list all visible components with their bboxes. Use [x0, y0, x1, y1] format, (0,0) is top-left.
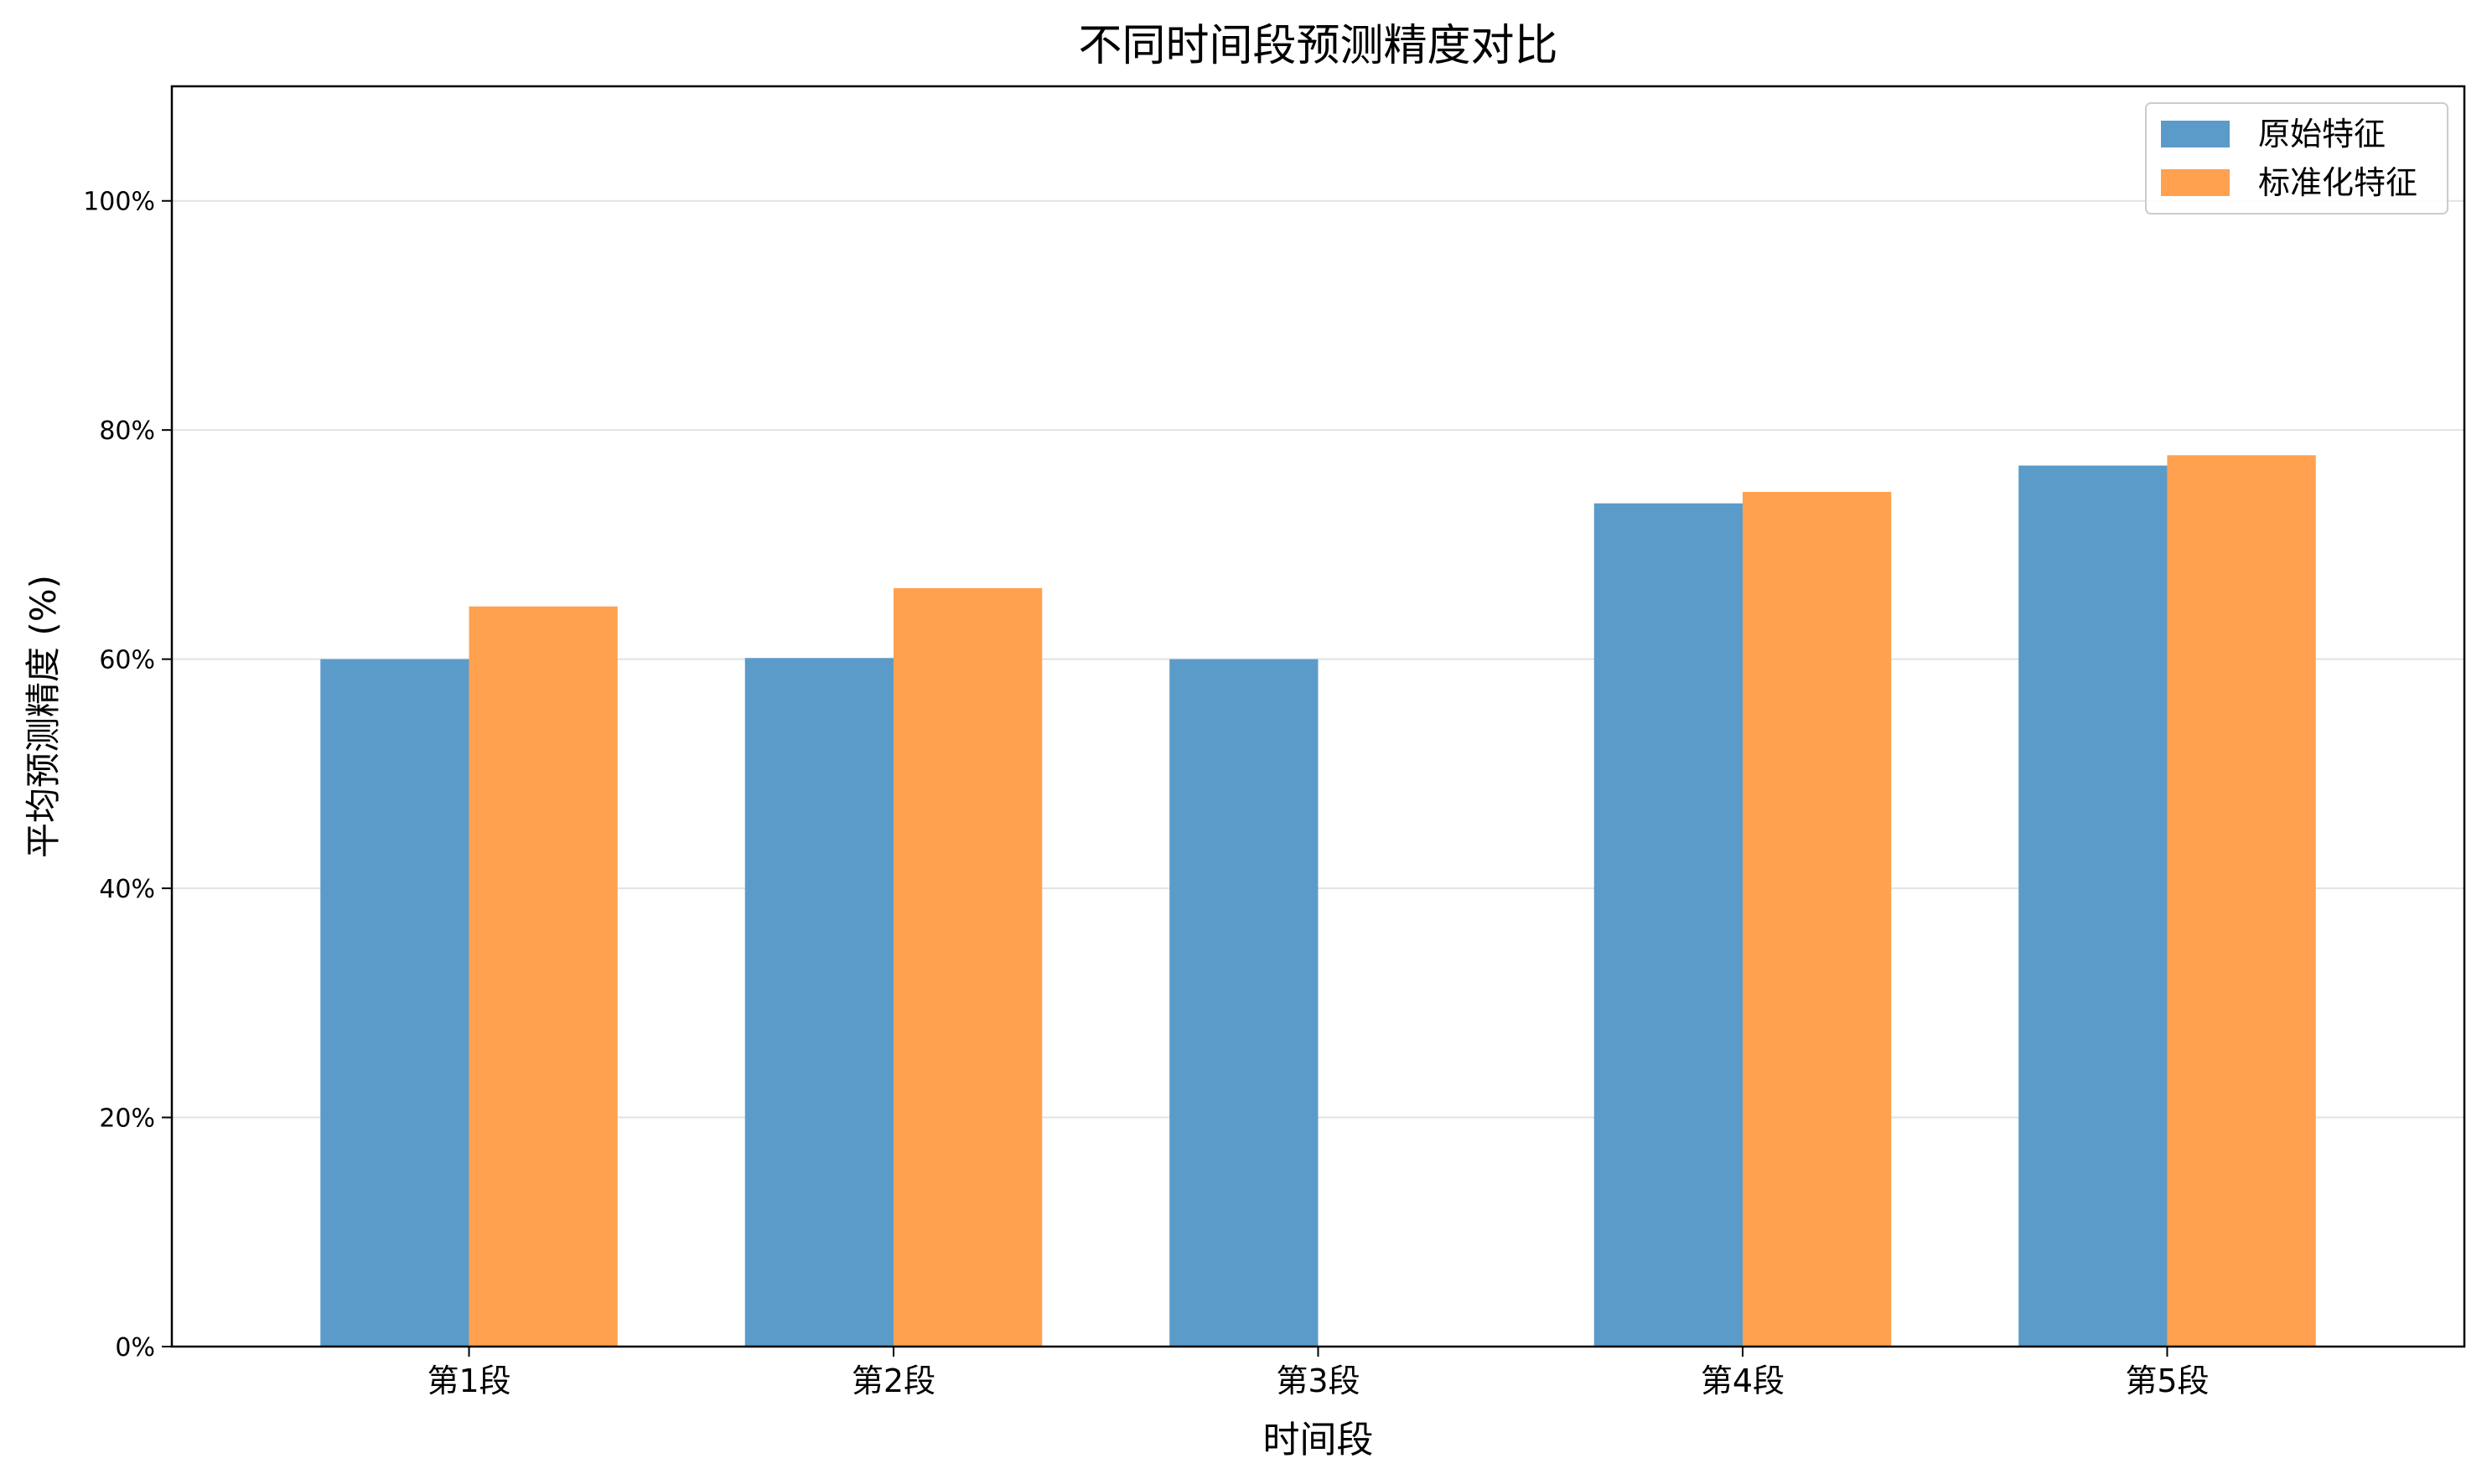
bar-standardized	[1742, 492, 1892, 1347]
x-tick-label: 第4段	[1701, 1362, 1785, 1399]
y-axis-label: 平均预测精度 (%)	[23, 575, 64, 858]
x-axis-label: 时间段	[1263, 1419, 1374, 1461]
bar-standardized	[469, 606, 618, 1347]
bar-raw	[1593, 503, 1743, 1347]
y-tick-label: 0%	[115, 1333, 155, 1362]
y-tick-label: 100%	[83, 188, 155, 217]
bar-standardized	[894, 587, 1043, 1347]
x-tick-label: 第3段	[1276, 1362, 1360, 1399]
bars	[320, 455, 2316, 1347]
y-tick-label: 40%	[99, 875, 155, 904]
legend-label-raw: 原始特征	[2258, 116, 2386, 153]
legend-swatch-standardized	[2161, 169, 2230, 196]
bar-standardized	[2167, 455, 2316, 1347]
legend-label-standardized: 标准化特征	[2258, 164, 2417, 201]
y-tick-label: 60%	[99, 646, 155, 675]
x-tick-label: 第1段	[427, 1362, 510, 1399]
y-axis-ticks: 0% 20% 40% 60% 80% 100%	[83, 188, 172, 1362]
y-tick-label: 80%	[99, 416, 155, 446]
chart-title: 不同时间段预测精度对比	[1078, 21, 1557, 71]
legend: 原始特征 标准化特征	[2145, 102, 2448, 215]
x-tick-label: 第5段	[2125, 1362, 2209, 1399]
legend-swatch-raw	[2161, 121, 2230, 147]
bar-raw	[1169, 659, 1319, 1347]
bar-raw	[320, 659, 469, 1347]
x-tick-label: 第2段	[852, 1362, 935, 1399]
x-axis-ticks: 第1段 第2段 第3段 第4段 第5段	[427, 1347, 2210, 1399]
y-tick-label: 20%	[99, 1104, 155, 1134]
bar-raw	[744, 658, 894, 1347]
bar-raw	[2018, 465, 2168, 1347]
